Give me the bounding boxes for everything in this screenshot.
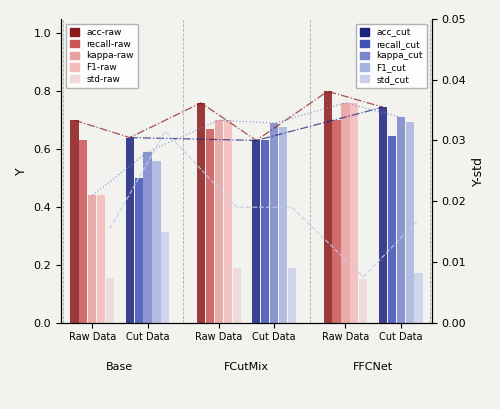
Bar xyxy=(70,120,78,323)
Bar xyxy=(152,161,160,323)
Bar xyxy=(388,136,396,323)
Bar xyxy=(414,274,422,323)
Bar xyxy=(332,120,340,323)
Bar xyxy=(396,117,405,323)
Bar xyxy=(162,231,170,323)
Bar xyxy=(288,267,296,323)
Bar xyxy=(126,137,134,323)
Bar xyxy=(224,120,232,323)
Text: FCutMix: FCutMix xyxy=(224,362,269,372)
Bar xyxy=(79,140,88,323)
Bar xyxy=(342,103,349,323)
Bar xyxy=(252,140,260,323)
Y-axis label: Y: Y xyxy=(15,167,28,175)
Bar xyxy=(270,123,278,323)
Bar xyxy=(261,140,270,323)
Bar xyxy=(324,91,332,323)
Text: Base: Base xyxy=(106,362,134,372)
Text: FFCNet: FFCNet xyxy=(353,362,393,372)
Bar xyxy=(206,129,214,323)
Bar xyxy=(232,267,241,323)
Bar xyxy=(279,128,287,323)
Bar xyxy=(197,103,205,323)
Bar xyxy=(134,178,142,323)
Bar xyxy=(144,152,152,323)
Bar xyxy=(215,120,223,323)
Bar xyxy=(379,107,387,323)
Legend: acc_cut, recall_cut, kappa_cut, F1_cut, std_cut: acc_cut, recall_cut, kappa_cut, F1_cut, … xyxy=(356,23,428,88)
Bar xyxy=(406,121,414,323)
Bar xyxy=(88,196,96,323)
Bar xyxy=(106,278,114,323)
Y-axis label: Y-std: Y-std xyxy=(472,156,485,186)
Bar xyxy=(350,103,358,323)
Bar xyxy=(97,196,106,323)
Bar xyxy=(359,279,368,323)
